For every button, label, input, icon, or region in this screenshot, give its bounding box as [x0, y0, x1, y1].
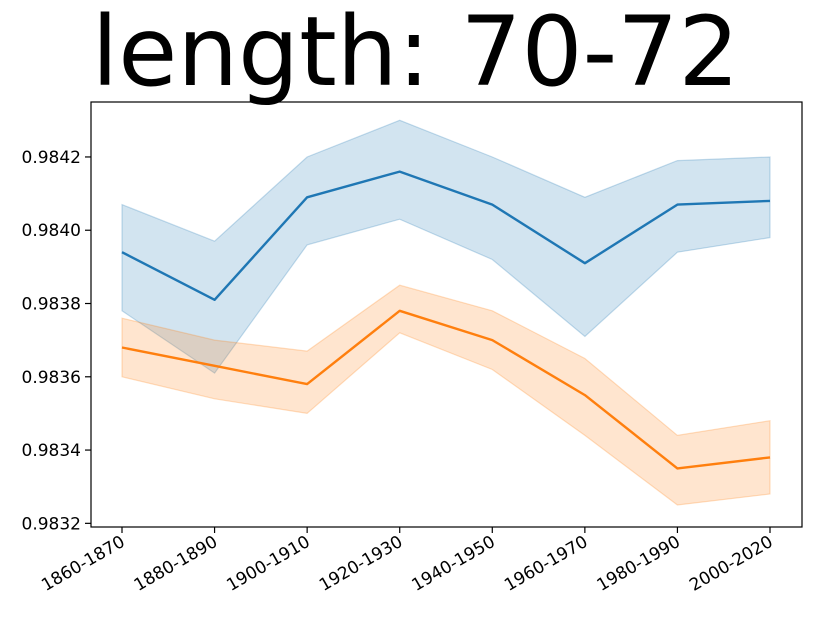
series-line-1 — [121, 170, 771, 301]
series-line-2 — [121, 309, 771, 470]
x-tick-label: 1980-1990 — [594, 532, 684, 596]
y-tick-label: 0.9832 — [22, 514, 81, 534]
confidence-bands — [121, 119, 771, 506]
y-tick-label: 0.9838 — [22, 295, 81, 315]
plot-frame — [90, 101, 803, 528]
x-tick-label: 1960-1970 — [501, 532, 591, 596]
chart-title: length: 70-72 — [91, 0, 740, 108]
y-tick-label: 0.9840 — [22, 221, 81, 241]
x-tick-label: 1920-1930 — [316, 532, 406, 596]
y-tick-label: 0.9842 — [22, 148, 81, 168]
x-tick-label: 1940-1950 — [409, 532, 499, 596]
y-axis: 0.9832 0.9834 0.9836 0.9838 0.9840 0.9842 — [22, 148, 91, 534]
x-axis: 1860-1870 1880-1890 1900-1910 1920-1930 1940… — [38, 527, 777, 596]
x-tick-label: 1900-1910 — [223, 532, 313, 596]
y-tick-label: 0.9834 — [22, 441, 81, 461]
x-tick-label: 1880-1890 — [131, 532, 221, 596]
y-tick-label: 0.9836 — [22, 368, 81, 388]
confidence-band-series-1 — [121, 119, 771, 374]
confidence-band-series-2 — [121, 284, 771, 506]
x-tick-label: 2000-2020 — [686, 532, 776, 596]
series-lines — [121, 170, 771, 470]
x-tick-label: 1860-1870 — [38, 532, 128, 596]
